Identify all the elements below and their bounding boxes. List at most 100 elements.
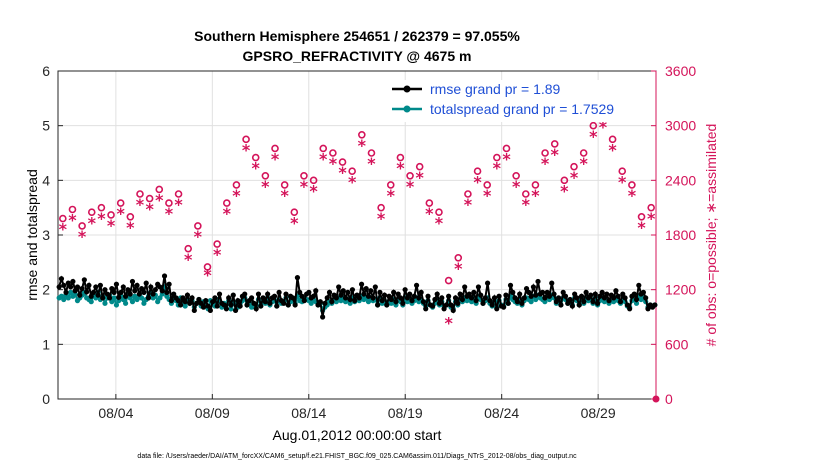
rmse-point [106, 295, 113, 301]
rmse-point [265, 291, 271, 297]
rmse-point [402, 287, 408, 293]
rmse-point [310, 293, 317, 299]
rmse-point [244, 302, 250, 308]
rmse-point [65, 280, 71, 286]
rmse-point [255, 291, 262, 297]
rmse-point [187, 300, 193, 306]
rmse-point [494, 306, 500, 312]
rmse-point [544, 289, 550, 295]
rmse-point [125, 287, 131, 293]
obs-assimilated-marker: * [290, 213, 299, 232]
obs-possible-marker [232, 181, 241, 189]
rmse-point [604, 291, 610, 297]
y-right-tick-label: 2400 [665, 172, 696, 188]
obs-possible-marker [628, 181, 636, 189]
spread-point [122, 300, 129, 306]
spread-point [88, 299, 94, 305]
footer-data-file: data file: /Users/raeder/DAI/ATM_forcXX/… [137, 453, 577, 460]
rmse-point [583, 289, 589, 295]
rmse-point [139, 285, 145, 292]
obs-assimilated-marker: * [618, 172, 627, 191]
obs-possible-marker [647, 203, 655, 212]
rmse-point [436, 300, 443, 306]
obs-possible-marker [194, 222, 202, 230]
rmse-point [352, 298, 358, 304]
rmse-point [81, 277, 87, 283]
rmse-point [251, 300, 257, 306]
rmse-point [620, 291, 626, 297]
obs-assimilated-marker: * [319, 150, 328, 169]
rmse-point [189, 295, 195, 301]
obs-assimilated-marker: * [473, 172, 482, 191]
rmse-point [471, 289, 477, 295]
rmse-point [143, 280, 149, 286]
obs-assimilated-marker: * [252, 159, 261, 178]
rmse-point [349, 287, 356, 293]
obs-possible-marker [338, 158, 347, 166]
rmse-point [480, 300, 486, 306]
rmse-point [86, 282, 92, 288]
rmse-point [606, 298, 612, 304]
rmse-point [615, 293, 621, 299]
rmse-point [517, 291, 523, 297]
rmse-point [102, 287, 108, 293]
obs-possible-marker [319, 144, 328, 153]
obs-assimilated-marker: * [107, 216, 116, 235]
spread-point [109, 299, 115, 305]
obs-assimilated-marker: * [367, 154, 376, 173]
chart-title: Southern Hemisphere 254651 / 262379 = 97… [194, 28, 520, 44]
obs-possible-marker [579, 149, 588, 157]
obs-possible-marker [222, 199, 231, 207]
rmse-point [503, 292, 509, 298]
rmse-point [491, 295, 498, 301]
rmse-point [221, 302, 227, 308]
obs-assimilated-marker: * [78, 227, 87, 246]
rmse-point [455, 300, 461, 306]
rmse-point [601, 295, 608, 301]
rmse-point [79, 285, 85, 292]
obs-possible-marker [367, 149, 376, 157]
rmse-point [203, 298, 209, 304]
y-left-tick-label: 1 [42, 336, 50, 352]
obs-assimilated-marker: * [647, 209, 656, 228]
obs-possible-marker [116, 199, 125, 207]
rmse-point [100, 295, 106, 301]
rmse-point [120, 284, 126, 290]
rmse-point [484, 280, 491, 286]
rmse-point [104, 291, 110, 297]
rmse-point [216, 291, 223, 297]
rmse-point [177, 302, 184, 308]
rmse-point [56, 284, 62, 290]
rmse-point [77, 292, 83, 298]
y-axis-right: 0 600 1200 1800 2400 3000 3600 [651, 63, 696, 407]
rmse-point [622, 295, 628, 301]
obs-possible-marker [512, 171, 520, 180]
obs-assimilated-marker: * [637, 218, 646, 237]
rmse-point [340, 288, 346, 294]
obs-possible-marker [377, 203, 385, 212]
spread-point [141, 300, 147, 306]
legend-rmse-marker [403, 85, 411, 93]
rmse-point [93, 284, 99, 290]
rmse-point [473, 298, 479, 304]
y-right-tick-label: 3000 [665, 118, 696, 134]
x-axis-label: Aug.01,2012 00:00:00 start [273, 427, 442, 443]
rmse-point [74, 284, 81, 290]
obs-possible-marker [59, 214, 67, 223]
legend-rmse-label: rmse grand pr = 1.89 [430, 81, 561, 97]
rmse-point [347, 296, 353, 303]
obs-assimilated-marker: * [358, 136, 367, 155]
obs-assimilated-marker: * [628, 186, 637, 205]
rmse-point [61, 282, 67, 288]
x-axis: 08/04 08/09 08/14 08/19 08/24 08/29 [98, 394, 616, 421]
spread-point [533, 296, 539, 303]
rmse-point [496, 293, 502, 299]
obs-assimilated-marker: * [387, 186, 396, 205]
obs-assimilated-marker: * [570, 168, 579, 187]
rmse-point [148, 284, 154, 290]
obs-possible-marker [521, 190, 530, 198]
rmse-point [363, 285, 369, 292]
rmse-point [168, 298, 175, 304]
obs-assimilated-marker: * [97, 209, 106, 228]
